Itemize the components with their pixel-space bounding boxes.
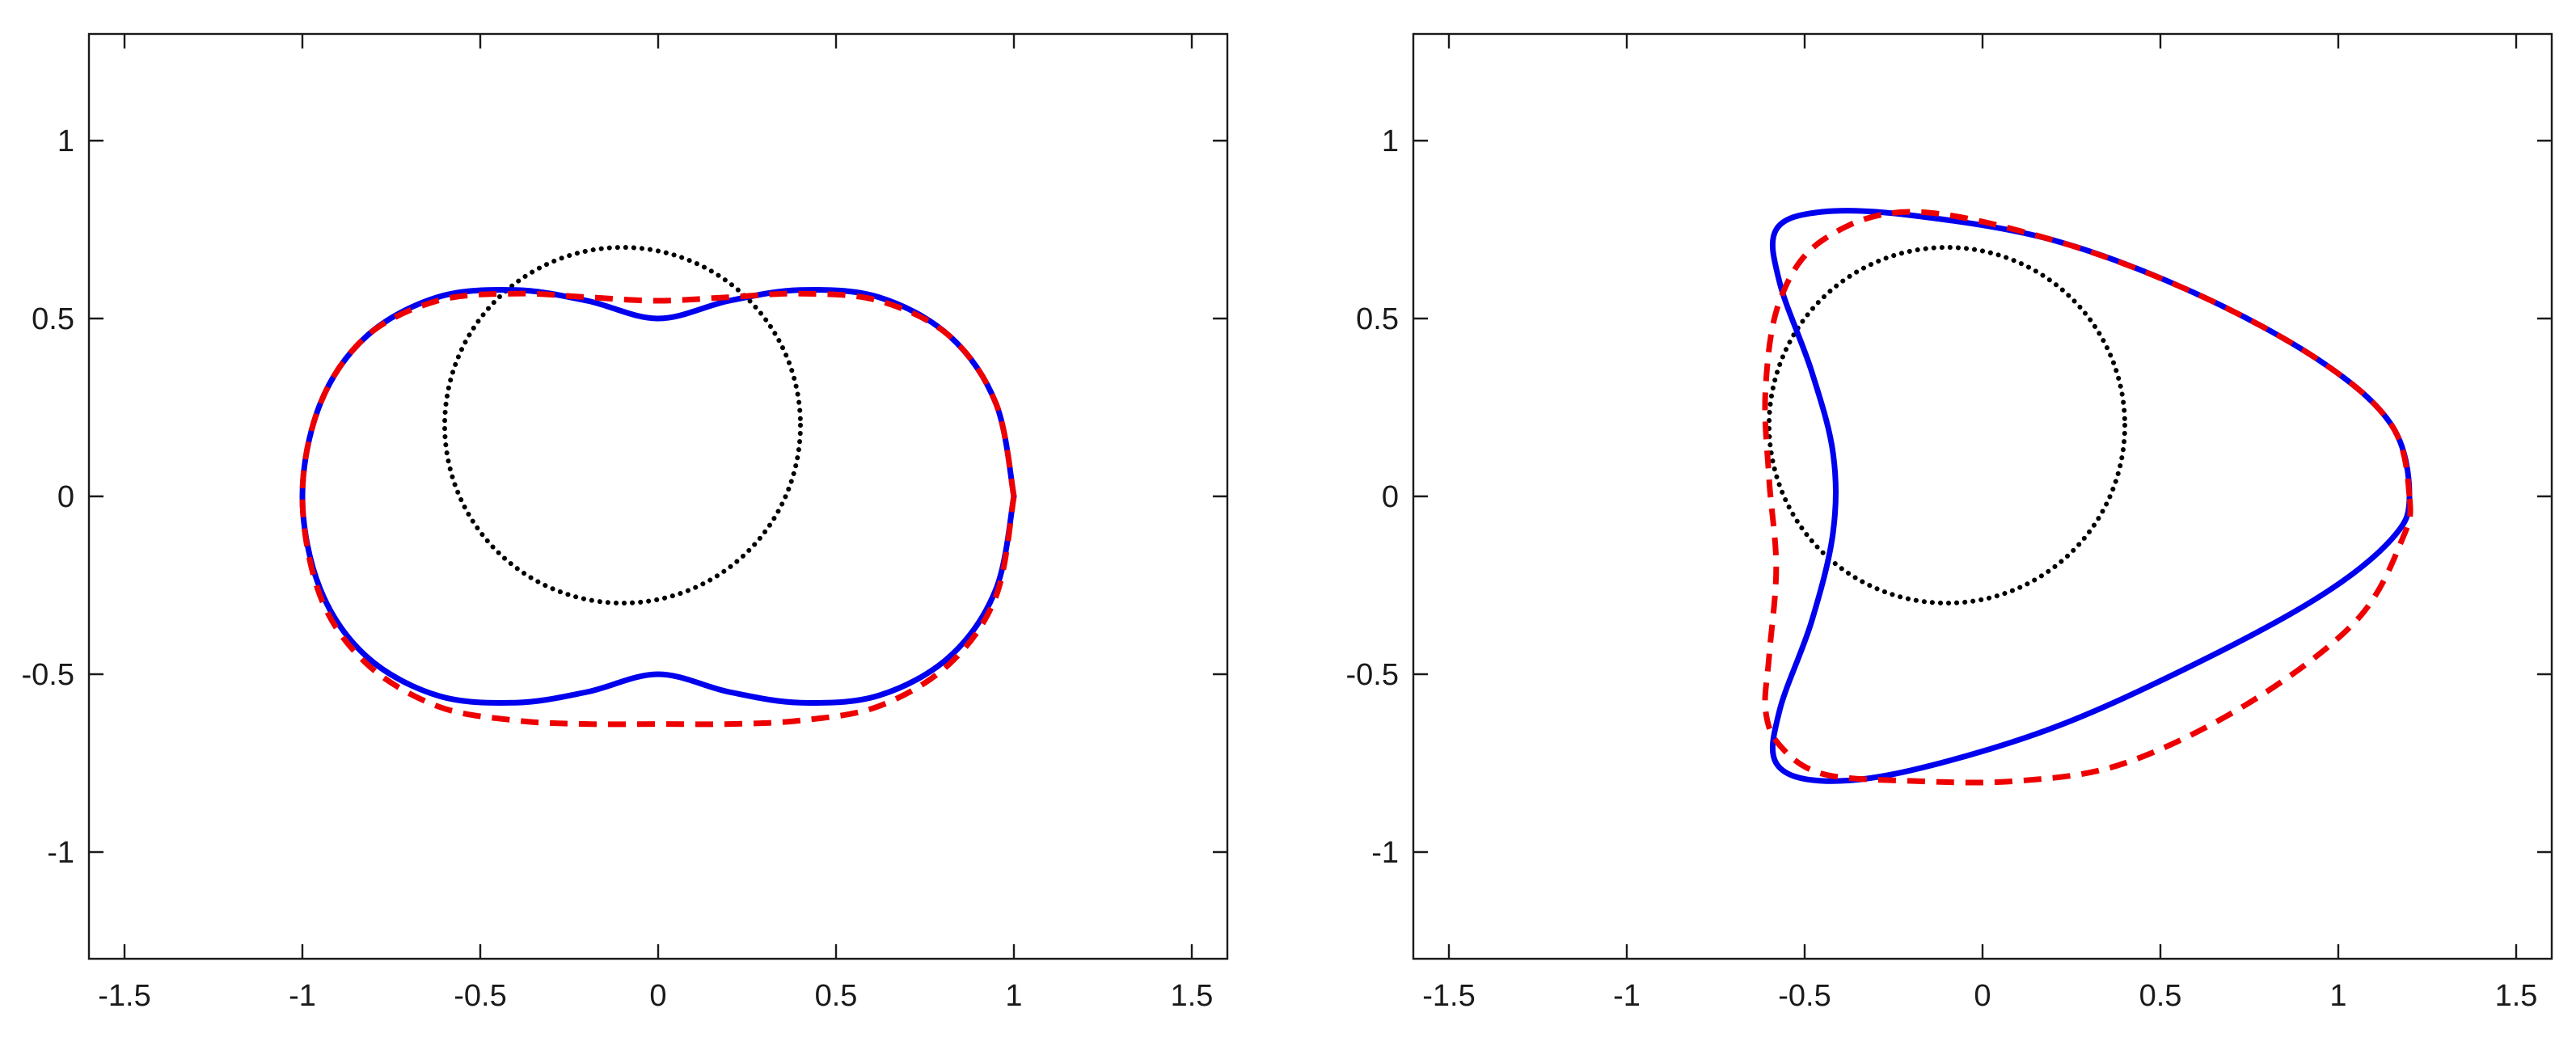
y-tick-label: 0: [1382, 480, 1399, 514]
y-tick-label: 0.5: [32, 302, 74, 336]
dotted-circle-curve: [1767, 245, 2127, 606]
y-tick-label: 0: [57, 480, 74, 514]
x-tick-label: 0.5: [815, 979, 858, 1013]
x-tick-label: 1.5: [1171, 979, 1214, 1013]
y-tick-label: 1: [1382, 124, 1399, 158]
y-tick-label: -0.5: [1346, 658, 1399, 692]
x-tick-label: 0: [649, 979, 666, 1013]
y-tick-label: -0.5: [22, 658, 74, 692]
x-tick-label: -0.5: [1778, 979, 1831, 1013]
y-tick-label: 0.5: [1356, 302, 1399, 336]
x-tick-label: -1: [1613, 979, 1641, 1013]
x-tick-label: -1: [289, 979, 316, 1013]
plot-area: [299, 245, 1017, 728]
x-tick-label: -1.5: [98, 979, 150, 1013]
x-tick-label: 1.5: [2495, 979, 2538, 1013]
x-tick-label: 0.5: [2139, 979, 2182, 1013]
dotted-circle-curve: [442, 245, 803, 606]
dashed-red-curve: [299, 290, 1017, 728]
x-tick-label: 1: [2329, 979, 2346, 1013]
y-tick-label: 1: [57, 124, 74, 158]
y-tick-label: -1: [1371, 836, 1399, 870]
plot-area: [1762, 208, 2413, 786]
x-tick-label: 1: [1005, 979, 1022, 1013]
x-tick-label: -1.5: [1422, 979, 1475, 1013]
solid-blue-curve: [299, 287, 1017, 706]
right-plot: -1.5 -1 -0.5 0 0.5 1 1.5 -1 -0.5 0 0.5 1: [1346, 32, 2553, 1013]
x-tick-label: 0: [1974, 979, 1991, 1013]
left-plot: -1.5 -1 -0.5 0 0.5 1 1.5 -1 -0.5 0 0.5 1: [22, 32, 1229, 1013]
dashed-red-curve: [1762, 209, 2413, 786]
y-tick-label: -1: [47, 836, 74, 870]
x-tick-label: -0.5: [454, 979, 506, 1013]
